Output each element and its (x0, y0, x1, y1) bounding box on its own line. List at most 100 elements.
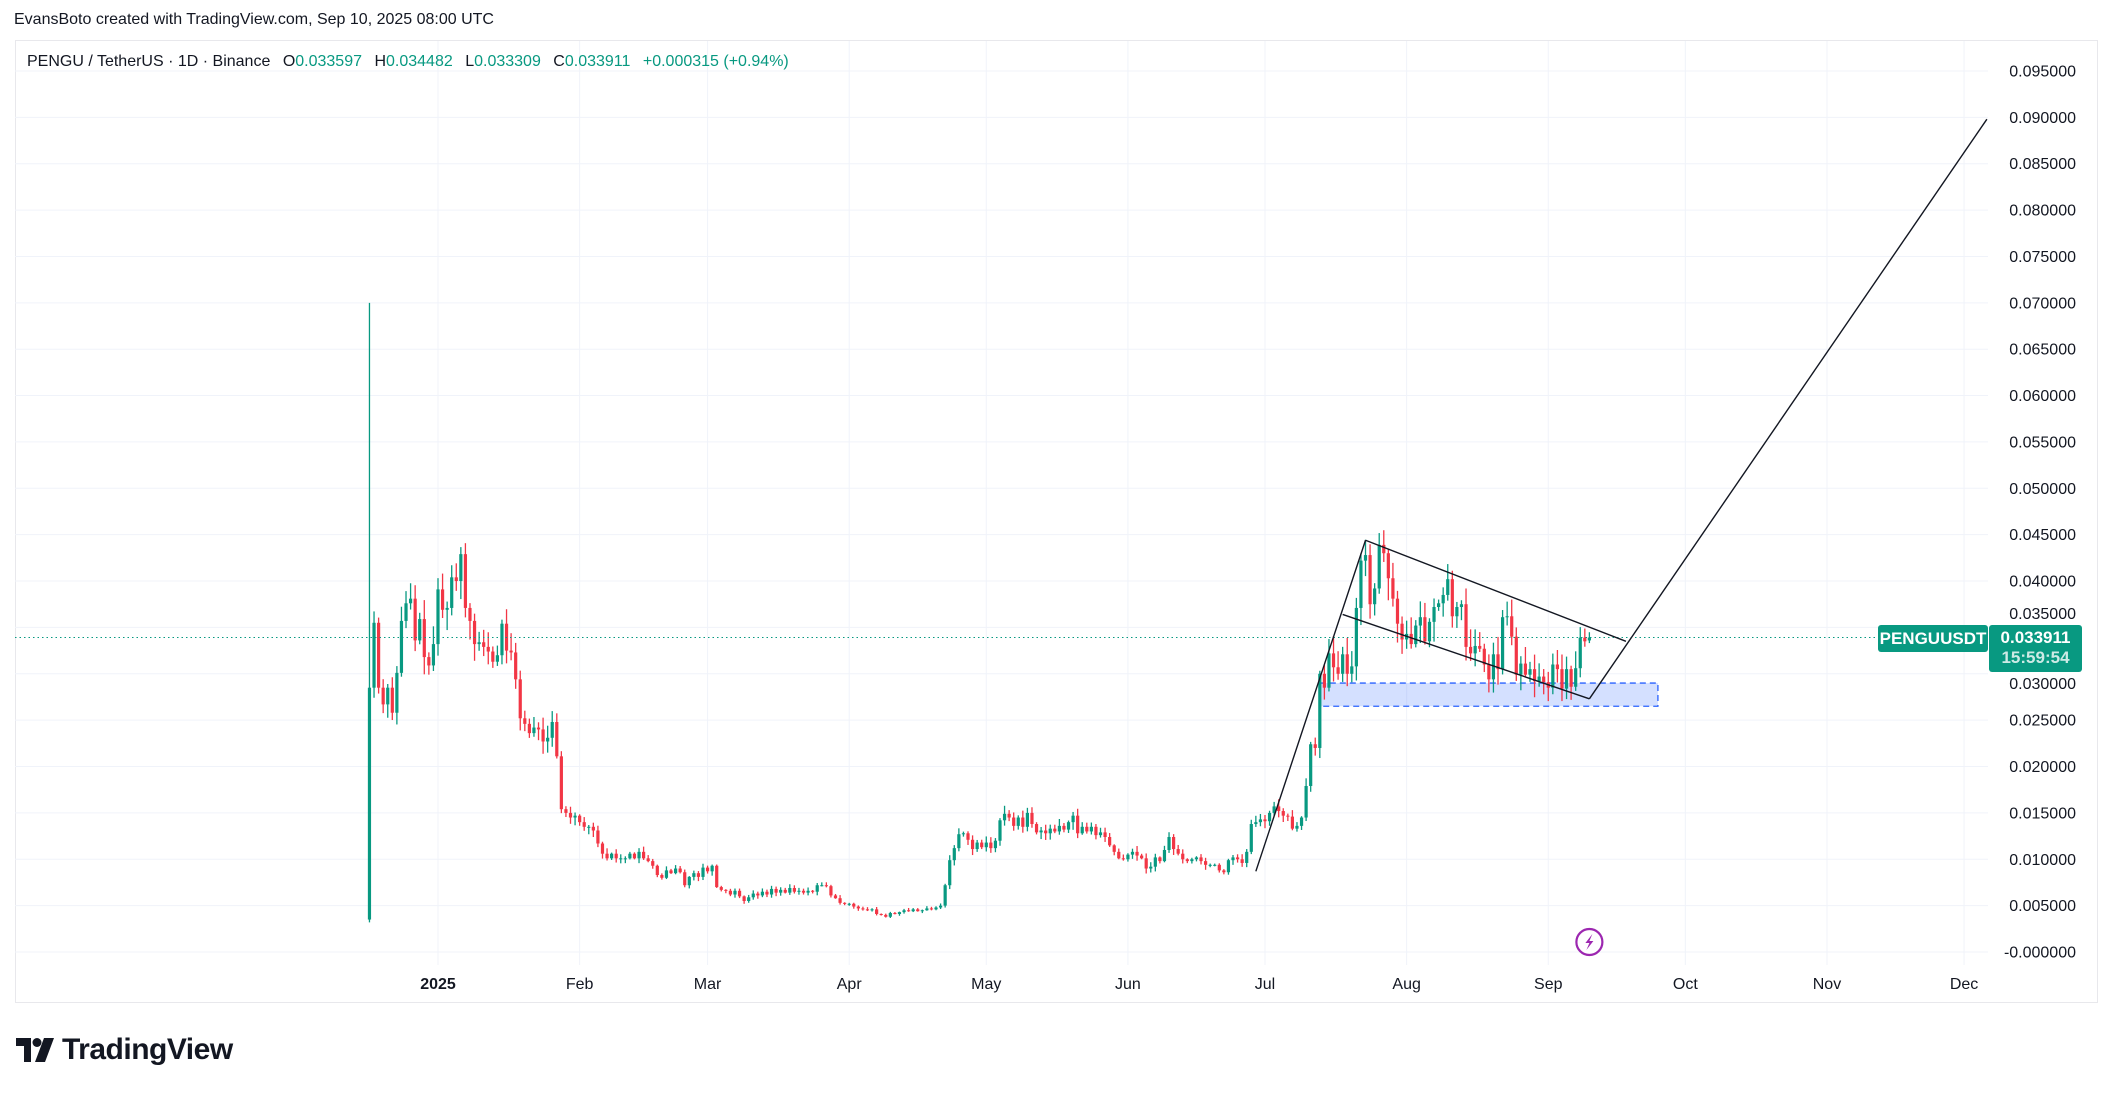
time-tick-label: Jun (1115, 976, 1141, 993)
candle-body (1034, 824, 1039, 833)
candle (431, 626, 436, 672)
candle-body (1327, 653, 1331, 688)
candle-body (1126, 854, 1130, 860)
candle-body (605, 853, 609, 859)
candle (1569, 665, 1573, 700)
candle-body (642, 851, 646, 859)
candle (1437, 599, 1441, 611)
time-tick-label: Jul (1255, 976, 1275, 993)
candle (468, 603, 472, 640)
candle-body (610, 853, 614, 859)
price-tick-label: 0.085000 (2009, 156, 2076, 173)
candle-body (1331, 653, 1336, 668)
candle (555, 713, 559, 759)
candle-body (450, 577, 454, 608)
candle (984, 836, 988, 852)
candle-body (587, 826, 591, 828)
candle-body (1537, 676, 1541, 682)
candle-body (1181, 853, 1185, 860)
price-tick-label: 0.035000 (2009, 606, 2076, 623)
candle (1505, 601, 1509, 626)
candle-body (943, 885, 947, 906)
candle (1468, 629, 1473, 661)
candle-body (619, 858, 623, 860)
candle-body (742, 896, 746, 901)
candle (1464, 588, 1468, 661)
candle-body (637, 851, 641, 859)
candle (1405, 620, 1409, 649)
candle (1441, 587, 1445, 617)
candle-body (1336, 667, 1340, 674)
lightning-icon[interactable] (1575, 927, 1604, 957)
time-tick-label: Sep (1534, 976, 1563, 993)
candle (705, 865, 710, 874)
candle (715, 864, 719, 888)
candle-body (847, 903, 851, 905)
candle (381, 679, 385, 714)
candle (728, 888, 733, 897)
candle-body (463, 554, 468, 608)
candle (856, 905, 860, 911)
candle-body (1263, 819, 1267, 822)
candle-body (1505, 616, 1509, 618)
candle (523, 710, 527, 732)
candle (390, 677, 394, 721)
candle (436, 578, 440, 656)
candle (792, 885, 796, 894)
candle (1487, 654, 1491, 693)
candle (1574, 651, 1578, 691)
close-label: C (553, 53, 565, 70)
candle (1012, 812, 1016, 831)
candle-body (1532, 669, 1537, 682)
tradingview-logo[interactable]: TradingView (16, 1033, 233, 1067)
candle (788, 884, 792, 895)
candle (710, 864, 714, 876)
candle-body (916, 909, 920, 912)
candle (989, 837, 993, 853)
candle (911, 908, 915, 913)
candle-body (1080, 826, 1084, 834)
candle-body (975, 842, 979, 850)
candle-body (1226, 860, 1231, 873)
candle-body (966, 833, 970, 840)
candle-body (934, 907, 938, 910)
candle (1373, 583, 1377, 616)
candle (1514, 627, 1518, 681)
candle-body (1455, 607, 1459, 617)
candle (1587, 632, 1591, 644)
bar-countdown: 15:59:54 (2001, 648, 2070, 667)
candle-body (646, 858, 650, 862)
candle (413, 585, 417, 652)
candle (495, 645, 499, 666)
candle (774, 886, 778, 897)
candle (897, 911, 902, 916)
candle (418, 612, 422, 645)
candle (756, 891, 760, 899)
candle-body (792, 888, 796, 892)
candle-body (1459, 604, 1464, 608)
symbol-title[interactable]: PENGU / TetherUS · 1D · Binance (27, 53, 271, 70)
candle (683, 869, 687, 888)
candle (824, 882, 828, 888)
candle-body (472, 620, 477, 645)
candle-body (1048, 828, 1052, 834)
candle-body (459, 554, 463, 582)
candle-body (1555, 664, 1560, 670)
candle (1345, 637, 1349, 687)
candle-body (1025, 812, 1030, 827)
candle-body (413, 598, 417, 641)
candle (500, 619, 504, 665)
candle (1085, 822, 1089, 834)
candles (367, 302, 1591, 923)
candle-body (1158, 857, 1162, 862)
candle-body (1341, 654, 1345, 674)
candle-body (1085, 826, 1089, 832)
candle (925, 906, 929, 911)
candle-body (536, 727, 541, 730)
candle-body (1510, 616, 1514, 637)
candle-body (468, 607, 472, 621)
candle (1395, 590, 1400, 643)
candle-body (546, 737, 550, 742)
candle-body (1121, 858, 1125, 860)
